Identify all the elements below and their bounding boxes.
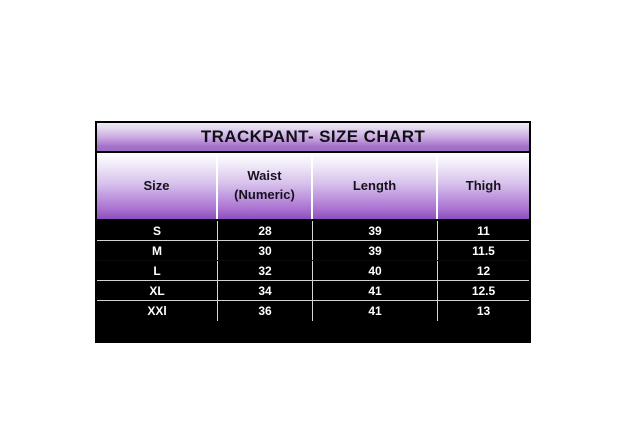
cell-size: XXl: [97, 301, 218, 321]
cell-length: 39: [313, 221, 438, 240]
table-row: XXl 36 41 13: [97, 301, 529, 321]
size-chart-table: TRACKPANT- SIZE CHART Size Waist (Numeri…: [95, 121, 531, 343]
column-header-size: Size: [97, 153, 218, 219]
cell-length: 41: [313, 281, 438, 300]
cell-waist: 36: [218, 301, 313, 321]
cell-size: M: [97, 241, 218, 260]
table-row: XL 34 41 12.5: [97, 281, 529, 301]
column-header-waist: Waist (Numeric): [218, 153, 313, 219]
table-row: L 32 40 12: [97, 261, 529, 281]
cell-size: L: [97, 261, 218, 280]
column-header-length-line1: Length: [352, 177, 397, 193]
cell-size: XL: [97, 281, 218, 300]
table-header-row: Size Waist (Numeric) Length Thigh: [97, 153, 529, 221]
page-title: TRACKPANT- SIZE CHART: [200, 127, 426, 146]
table-row: S 28 39 11: [97, 221, 529, 241]
cell-waist: 32: [218, 261, 313, 280]
cell-length: 39: [313, 241, 438, 260]
table-row: M 30 39 11.5: [97, 241, 529, 261]
cell-thigh: 11: [477, 223, 490, 238]
cell-thigh: 13: [476, 304, 491, 318]
cell-length: 41: [313, 301, 438, 321]
chart-title-bar: TRACKPANT- SIZE CHART: [97, 123, 529, 153]
cell-thigh: 11.5: [472, 243, 495, 258]
cell-size: S: [97, 221, 218, 240]
column-header-length: Length: [313, 153, 438, 219]
cell-thigh: 12: [476, 263, 491, 278]
table-body: S 28 39 11 M 30 39 11.5 L 32 40 12 XL 34…: [97, 221, 529, 321]
column-header-size-line1: Size: [143, 177, 170, 193]
cell-waist: 30: [218, 241, 313, 260]
cell-length: 40: [313, 261, 438, 280]
column-header-waist-line2: (Numeric): [234, 187, 295, 202]
cell-waist: 34: [218, 281, 313, 300]
column-header-thigh-line1: Thigh: [465, 177, 502, 193]
column-header-waist-line1: Waist: [247, 168, 282, 184]
column-header-thigh: Thigh: [438, 153, 529, 219]
cell-waist: 28: [218, 221, 313, 240]
cell-thigh: 12.5: [471, 283, 496, 298]
